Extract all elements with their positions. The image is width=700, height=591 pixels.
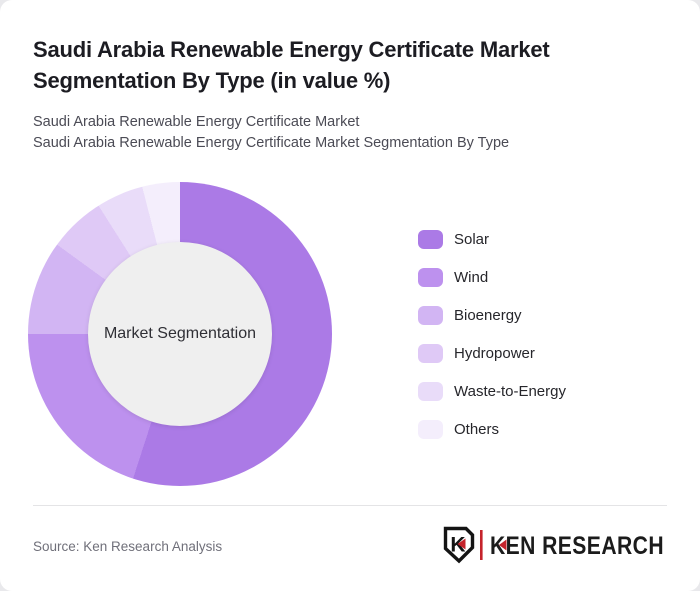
ken-research-logo: K KEN RESEARCH	[442, 526, 668, 564]
ken-research-logo-svg: K KEN RESEARCH	[443, 526, 664, 564]
source-text: Source: Ken Research Analysis	[33, 539, 223, 554]
legend-item-bioenergy: Bioenergy	[418, 306, 566, 325]
donut-center-label: Market Segmentation	[103, 325, 257, 342]
subtitle-line-2: Saudi Arabia Renewable Energy Certificat…	[33, 135, 510, 151]
legend-item-others: Others	[418, 420, 566, 439]
logo-shield-icon: K	[443, 526, 475, 564]
subtitle-line-1: Saudi Arabia Renewable Energy Certificat…	[33, 114, 360, 130]
donut-center: Market Segmentation	[88, 242, 272, 426]
legend-item-solar: Solar	[418, 230, 566, 249]
page-title: Saudi Arabia Renewable Energy Certificat…	[33, 37, 550, 93]
legend-swatch	[418, 344, 443, 363]
legend-label: Others	[454, 421, 500, 438]
footer-divider	[33, 505, 667, 506]
legend-item-hydropower: Hydropower	[418, 344, 566, 363]
legend-label: Bioenergy	[454, 307, 522, 324]
legend-swatch	[418, 306, 443, 325]
legend-swatch	[418, 420, 443, 439]
logo-wordmark-red-triangle	[499, 539, 507, 551]
logo-shield-red-triangle	[457, 538, 466, 550]
legend-item-waste-to-energy: Waste-to-Energy	[418, 382, 566, 401]
legend-label: Solar	[454, 231, 490, 248]
logo-monogram: K	[450, 534, 465, 557]
legend-label: Wind	[454, 269, 489, 286]
legend-item-wind: Wind	[418, 268, 566, 287]
logo-red-divider	[480, 530, 483, 560]
legend-swatch	[418, 382, 443, 401]
legend-label: Hydropower	[454, 345, 535, 362]
subtitle-block: Saudi Arabia Renewable Energy Certificat…	[33, 112, 663, 154]
legend-swatch	[418, 268, 443, 287]
legend-swatch	[418, 230, 443, 249]
donut-chart: Market Segmentation	[28, 182, 332, 486]
logo-wordmark: KEN RESEARCH	[490, 532, 664, 560]
legend: Solar Wind Bioenergy Hydropower Waste-to…	[418, 230, 566, 439]
legend-label: Waste-to-Energy	[454, 383, 566, 400]
